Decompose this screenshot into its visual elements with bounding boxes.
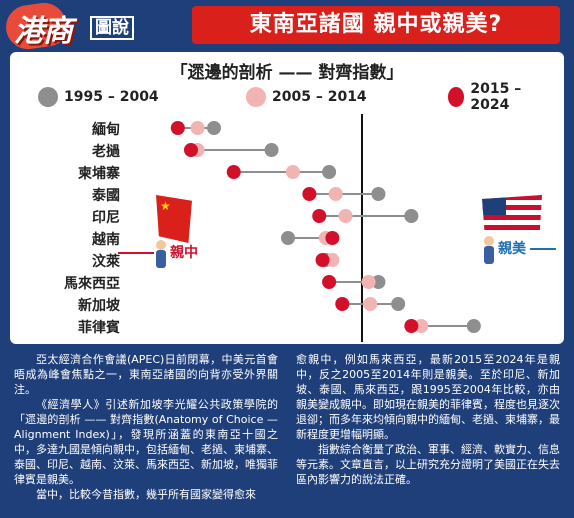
- legend-item-1995: 1995 – 2004: [38, 84, 159, 110]
- country-label: 越南: [92, 232, 120, 248]
- data-point: [315, 253, 330, 267]
- logo-sub-text: 圖說: [90, 16, 134, 40]
- data-point: [322, 165, 337, 179]
- data-point: [302, 187, 317, 201]
- data-point: [190, 121, 205, 135]
- data-point: [338, 209, 353, 223]
- legend-item-2005: 2005 – 2014: [246, 84, 367, 110]
- article-column-1: 亞太經濟合作會議(APEC)日前閉幕，中美元首會晤成為峰會焦點之一，東南亞諸國的…: [14, 352, 278, 502]
- person-body: [484, 246, 494, 264]
- country-label: 泰國: [92, 188, 120, 204]
- chart-panel: 「遝邊的剖析 —— 對齊指數」 1995 – 2004 2005 – 2014 …: [10, 52, 564, 344]
- country-label: 汶萊: [92, 254, 120, 270]
- data-point: [404, 209, 419, 223]
- us-flag-canton: [482, 195, 506, 215]
- person-head: [484, 236, 494, 246]
- pro-us-label: 親美: [498, 241, 526, 257]
- data-point: [391, 297, 406, 311]
- logo: 港商 圖說: [3, 0, 146, 52]
- data-point: [226, 165, 241, 179]
- legend-item-2015: 2015 – 2024: [448, 81, 548, 113]
- data-point: [328, 187, 343, 201]
- arrow-left-icon: [118, 252, 154, 254]
- country-label: 馬來西亞: [64, 276, 120, 292]
- legend-label-2015: 2015 – 2024: [470, 81, 522, 113]
- star-icon: ★: [160, 199, 171, 213]
- pro-china-label: 親中: [170, 245, 198, 261]
- data-point: [183, 143, 198, 157]
- paragraph: 當中，比較今昔指數，幾乎所有國家變得愈來: [36, 488, 256, 501]
- person-head: [156, 240, 166, 250]
- data-point: [371, 187, 386, 201]
- china-flag-icon: ★: [156, 195, 192, 243]
- data-point: [264, 143, 279, 157]
- legend-label-1995: 1995 – 2004: [64, 89, 159, 105]
- country-label: 老撾: [92, 144, 120, 160]
- legend-dot-1995: [38, 87, 58, 107]
- paragraph: 《經濟學人》引述新加坡李光耀公共政策學院的「遝邊的剖析 —— 對齊指數(Anat…: [14, 398, 278, 486]
- data-point: [281, 231, 295, 245]
- data-point: [371, 275, 386, 289]
- data-point: [363, 297, 378, 311]
- data-point: [335, 297, 350, 311]
- data-point: [404, 319, 419, 333]
- paragraph: 亞太經濟合作會議(APEC)日前閉幕，中美元首會晤成為峰會焦點之一，東南亞諸國的…: [14, 353, 278, 396]
- data-point: [325, 253, 340, 267]
- dumbbell-plot: [170, 114, 481, 342]
- article-column-2: 愈親中，例如馬來西亞，最新2015至2024年是親中，反之2005至2014年則…: [296, 352, 560, 487]
- logo-main-text: 港商: [14, 14, 73, 49]
- data-point: [312, 209, 327, 223]
- legend-label-2005: 2005 – 2014: [272, 89, 367, 105]
- country-label: 新加坡: [78, 298, 120, 314]
- legend-dot-2005: [246, 87, 266, 107]
- headline-box: 東南亞諸國 親中或親美?: [192, 6, 560, 44]
- data-point: [466, 319, 481, 333]
- data-point: [285, 165, 300, 179]
- person-body: [156, 250, 166, 268]
- article-text: 亞太經濟合作會議(APEC)日前閉幕，中美元首會晤成為峰會焦點之一，東南亞諸國的…: [10, 352, 564, 512]
- data-point: [170, 121, 185, 135]
- header: 港商 圖說 東南亞諸國 親中或親美?: [0, 0, 574, 52]
- paragraph: 愈親中，例如馬來西亞，最新2015至2024年是親中，反之2005至2014年則…: [296, 353, 560, 441]
- arrow-right-icon: [530, 248, 556, 250]
- country-label: 柬埔寨: [78, 166, 120, 182]
- data-point: [325, 231, 340, 245]
- data-point: [207, 121, 221, 135]
- headline: 東南亞諸國 親中或親美?: [249, 12, 503, 37]
- data-point: [414, 319, 429, 333]
- chart-title: 「遝邊的剖析 —— 對齊指數」: [170, 63, 404, 83]
- data-point: [322, 275, 337, 289]
- country-label: 印尼: [92, 210, 120, 226]
- us-flag-icon: [482, 195, 542, 235]
- paragraph: 指數綜合衡量了政治、軍事、經濟、軟實力、信息等元素。文章直言，以上研究充分證明了…: [296, 443, 560, 486]
- country-label: 菲律賓: [78, 320, 120, 336]
- data-point: [361, 275, 376, 289]
- legend: 1995 – 2004 2005 – 2014 2015 – 2024: [28, 81, 548, 113]
- country-label: 緬甸: [92, 122, 120, 138]
- legend-dot-2015: [448, 87, 465, 107]
